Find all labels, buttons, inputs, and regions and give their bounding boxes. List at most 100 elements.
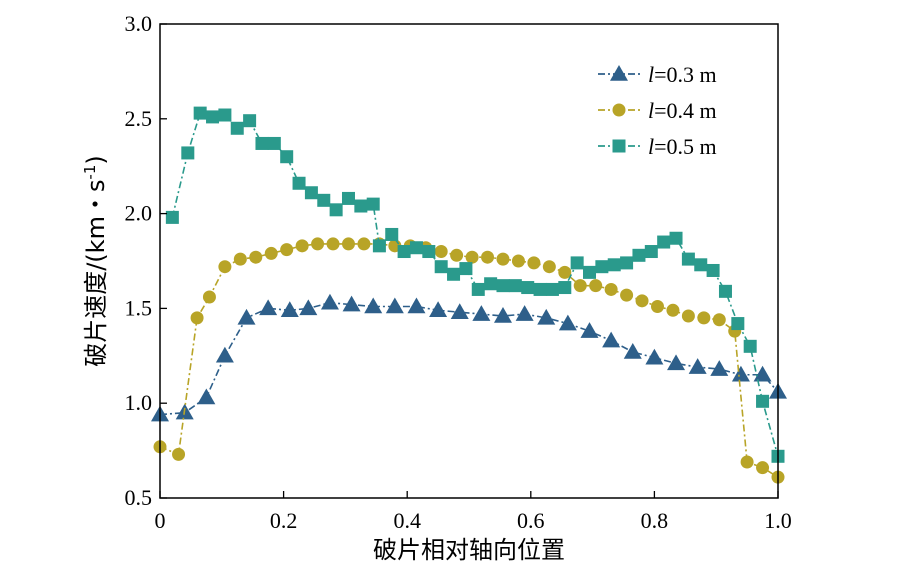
data-point-square bbox=[756, 394, 770, 408]
x-tick-label: 0.6 bbox=[517, 508, 545, 533]
data-point-circle bbox=[573, 279, 587, 293]
data-point-square bbox=[354, 199, 368, 213]
data-point-circle bbox=[311, 237, 325, 251]
data-point-square bbox=[545, 282, 559, 296]
series-line bbox=[171, 112, 779, 457]
data-point-circle bbox=[280, 243, 294, 257]
legend-label-2: l=0.5 m bbox=[648, 134, 717, 159]
data-point-square bbox=[385, 227, 399, 241]
legend-label-1: l=0.4 m bbox=[648, 98, 717, 123]
data-point-circle bbox=[558, 265, 572, 279]
data-point-triangle bbox=[710, 360, 729, 376]
legend-item-2: l=0.5 m bbox=[598, 134, 717, 159]
data-point-circle bbox=[249, 250, 263, 264]
data-point-square bbox=[669, 231, 683, 245]
x-tick-label: 0.4 bbox=[393, 508, 421, 533]
data-point-square bbox=[409, 241, 423, 255]
x-axis: 0 0.2 0.4 0.6 0.8 1.0 bbox=[155, 491, 792, 533]
data-point-circle bbox=[712, 313, 726, 327]
series-2 bbox=[165, 106, 785, 463]
data-point-square bbox=[255, 136, 269, 150]
legend: l=0.3 m l=0.4 m l=0.5 m bbox=[598, 62, 717, 159]
data-point-circle bbox=[341, 237, 355, 251]
data-point-circle bbox=[357, 237, 371, 251]
data-point-triangle bbox=[645, 348, 664, 365]
data-point-circle bbox=[740, 455, 754, 469]
y-tick-label: 1.5 bbox=[125, 295, 153, 320]
data-point-triangle bbox=[259, 299, 278, 316]
legend-label-0: l=0.3 m bbox=[648, 62, 717, 87]
data-point-square bbox=[508, 279, 522, 293]
data-point-circle bbox=[511, 254, 525, 268]
y-tick-label: 2.5 bbox=[125, 106, 153, 131]
data-point-circle bbox=[202, 290, 216, 304]
data-point-triangle bbox=[602, 331, 621, 348]
data-point-square bbox=[496, 279, 510, 293]
legend-marker-triangle bbox=[598, 65, 640, 81]
data-point-circle bbox=[450, 248, 464, 262]
data-point-triangle bbox=[237, 308, 256, 325]
data-point-circle bbox=[681, 309, 695, 323]
y-tick-label: 2.0 bbox=[125, 201, 153, 226]
data-point-circle bbox=[496, 252, 510, 266]
data-point-square bbox=[206, 110, 220, 124]
data-point-square bbox=[471, 282, 485, 296]
data-point-circle bbox=[527, 256, 541, 270]
data-point-square bbox=[718, 284, 732, 298]
data-point-triangle bbox=[280, 301, 299, 318]
data-point-triangle bbox=[515, 305, 534, 321]
y-axis-title-main: 破片速度/(km・s bbox=[82, 180, 110, 367]
data-point-triangle bbox=[215, 346, 234, 363]
data-point-triangle bbox=[623, 343, 642, 359]
data-point-square bbox=[607, 258, 621, 272]
data-point-square bbox=[632, 248, 646, 262]
data-point-square bbox=[681, 252, 695, 266]
data-point-triangle bbox=[688, 358, 707, 374]
data-point-square bbox=[317, 193, 331, 207]
data-point-circle bbox=[434, 245, 448, 259]
data-point-circle bbox=[481, 250, 495, 264]
data-point-circle bbox=[635, 294, 649, 308]
legend-symbol bbox=[612, 103, 626, 117]
y-tick-label: 1.0 bbox=[125, 390, 153, 415]
data-point-square bbox=[620, 256, 634, 270]
x-axis-title: 破片相对轴向位置 bbox=[373, 536, 565, 564]
x-tick-label: 0.8 bbox=[641, 508, 669, 533]
data-point-circle bbox=[666, 303, 680, 317]
data-point-triangle bbox=[429, 301, 448, 318]
y-axis-title: 破片速度/(km・s-1) bbox=[81, 155, 110, 367]
data-point-triangle bbox=[320, 293, 339, 310]
data-point-square bbox=[280, 150, 294, 164]
x-tick-label: 0 bbox=[155, 508, 166, 533]
data-point-triangle bbox=[450, 303, 469, 319]
data-point-triangle bbox=[753, 365, 772, 382]
data-point-circle bbox=[756, 461, 770, 475]
y-axis-title-close: ) bbox=[82, 155, 110, 164]
data-point-triangle bbox=[731, 365, 750, 382]
data-point-square bbox=[181, 146, 195, 160]
data-point-square bbox=[731, 317, 745, 331]
data-point-circle bbox=[190, 311, 204, 325]
data-point-triangle bbox=[537, 308, 556, 325]
data-point-triangle bbox=[407, 297, 426, 314]
data-point-triangle bbox=[580, 322, 599, 338]
y-tick-label: 3.0 bbox=[125, 11, 153, 36]
data-point-circle bbox=[295, 239, 309, 253]
data-point-square bbox=[267, 136, 281, 150]
data-point-circle bbox=[604, 282, 618, 296]
data-point-square bbox=[422, 245, 436, 259]
legend-item-1: l=0.4 m bbox=[598, 98, 717, 123]
data-point-circle bbox=[172, 447, 186, 461]
data-point-square bbox=[533, 282, 547, 296]
data-point-square bbox=[193, 106, 207, 120]
data-point-square bbox=[292, 176, 306, 190]
data-point-square bbox=[366, 197, 380, 211]
data-point-circle bbox=[589, 279, 603, 293]
data-point-circle bbox=[326, 237, 340, 251]
y-axis-title-superscript: -1 bbox=[81, 165, 99, 180]
data-point-circle bbox=[697, 311, 711, 325]
data-point-square bbox=[397, 245, 411, 259]
data-point-square bbox=[434, 260, 448, 274]
data-point-square bbox=[644, 245, 658, 259]
